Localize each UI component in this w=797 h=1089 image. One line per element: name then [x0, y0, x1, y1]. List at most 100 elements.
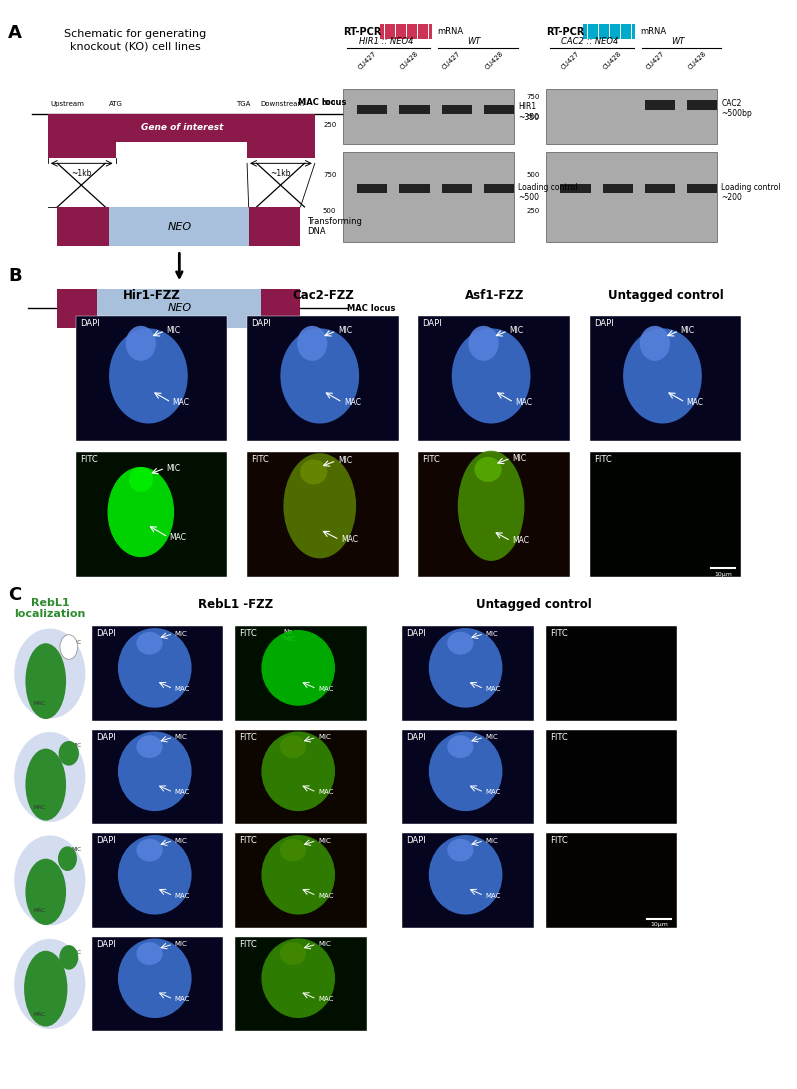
Text: B: B [8, 267, 22, 285]
Text: RebL1
localization: RebL1 localization [14, 598, 85, 620]
Text: FITC: FITC [550, 836, 567, 845]
FancyBboxPatch shape [546, 833, 677, 928]
Text: MIC: MIC [485, 734, 498, 741]
Text: MAC: MAC [318, 996, 333, 1002]
Text: MIC: MIC [175, 734, 187, 741]
Text: MAC: MAC [485, 790, 501, 795]
Ellipse shape [261, 835, 335, 915]
Text: A: A [8, 24, 22, 42]
Text: CU428: CU428 [603, 50, 623, 71]
Text: MAC: MAC [175, 686, 190, 692]
Text: MAC locus: MAC locus [298, 98, 347, 107]
Text: MIC: MIC [681, 327, 695, 335]
Ellipse shape [474, 457, 502, 482]
Text: MAC: MAC [33, 1012, 45, 1017]
FancyBboxPatch shape [590, 316, 741, 441]
Text: Transforming
DNA: Transforming DNA [307, 217, 362, 236]
Text: MAC locus: MAC locus [347, 304, 395, 313]
Text: 750: 750 [323, 172, 336, 178]
Text: MIC: MIC [338, 456, 352, 465]
FancyBboxPatch shape [546, 626, 677, 721]
Ellipse shape [447, 735, 473, 758]
Text: FITC: FITC [239, 836, 257, 845]
Ellipse shape [60, 635, 77, 659]
Ellipse shape [118, 732, 191, 811]
FancyBboxPatch shape [418, 452, 570, 577]
FancyBboxPatch shape [583, 24, 635, 39]
FancyBboxPatch shape [418, 316, 570, 441]
Text: 500: 500 [526, 113, 540, 120]
Text: 250: 250 [526, 208, 540, 213]
Text: RebL1 -FZZ: RebL1 -FZZ [198, 598, 273, 611]
Text: CU428: CU428 [687, 50, 708, 71]
Text: MAC: MAC [485, 893, 501, 898]
Text: MAC: MAC [33, 805, 45, 810]
Text: Cac2-FZZ: Cac2-FZZ [292, 289, 354, 302]
FancyBboxPatch shape [247, 114, 315, 158]
FancyBboxPatch shape [109, 207, 249, 246]
Text: CU427: CU427 [442, 50, 462, 71]
Text: DAPI: DAPI [96, 733, 116, 742]
Ellipse shape [280, 942, 306, 965]
Text: MAC: MAC [175, 996, 190, 1002]
Text: DAPI: DAPI [406, 733, 426, 742]
Ellipse shape [118, 939, 191, 1018]
FancyBboxPatch shape [687, 184, 717, 193]
Text: MIC: MIC [509, 327, 524, 335]
Text: MIC: MIC [175, 631, 187, 637]
Ellipse shape [429, 732, 502, 811]
FancyBboxPatch shape [484, 106, 514, 114]
FancyBboxPatch shape [560, 184, 591, 193]
FancyBboxPatch shape [380, 24, 432, 39]
Ellipse shape [129, 467, 153, 492]
Text: DAPI: DAPI [406, 629, 426, 638]
Text: ATG: ATG [108, 100, 123, 107]
Text: WT: WT [468, 37, 481, 46]
Text: MIC: MIC [485, 837, 498, 844]
Text: MIC: MIC [72, 846, 81, 852]
Text: 750: 750 [526, 95, 540, 100]
FancyBboxPatch shape [645, 100, 675, 110]
Text: MIC: MIC [318, 941, 331, 947]
Text: FITC: FITC [550, 629, 567, 638]
Text: MIC: MIC [72, 950, 81, 955]
FancyBboxPatch shape [402, 833, 534, 928]
Text: DAPI: DAPI [96, 940, 116, 949]
Ellipse shape [284, 453, 356, 559]
Text: mRNA: mRNA [437, 27, 463, 36]
Text: CU427: CU427 [645, 50, 665, 71]
Text: TGA: TGA [236, 100, 250, 107]
Ellipse shape [136, 632, 163, 654]
Text: MIC: MIC [485, 631, 498, 637]
Text: RT-PCR: RT-PCR [546, 27, 584, 37]
Text: Upstream: Upstream [51, 100, 84, 107]
FancyBboxPatch shape [235, 626, 367, 721]
Text: MAC: MAC [344, 397, 361, 406]
FancyBboxPatch shape [92, 730, 223, 824]
Text: 500: 500 [526, 172, 540, 178]
Text: DAPI: DAPI [422, 319, 442, 328]
Ellipse shape [447, 632, 473, 654]
Ellipse shape [447, 839, 473, 861]
FancyBboxPatch shape [546, 89, 717, 144]
FancyBboxPatch shape [92, 626, 223, 721]
Text: 500: 500 [323, 208, 336, 213]
Text: CAC2 :: NEO4: CAC2 :: NEO4 [561, 37, 618, 46]
FancyBboxPatch shape [442, 106, 472, 114]
Text: MAC: MAC [33, 701, 45, 707]
Text: Gene of interest: Gene of interest [140, 123, 223, 132]
FancyBboxPatch shape [343, 89, 514, 144]
FancyBboxPatch shape [92, 937, 223, 1031]
Text: ~1kb: ~1kb [270, 169, 291, 178]
FancyBboxPatch shape [48, 114, 116, 158]
Ellipse shape [59, 945, 78, 969]
Text: MIC: MIC [338, 327, 352, 335]
Ellipse shape [108, 467, 174, 558]
Ellipse shape [469, 326, 499, 360]
Text: Untagged control: Untagged control [476, 598, 592, 611]
FancyBboxPatch shape [399, 184, 430, 193]
Ellipse shape [280, 735, 306, 758]
Text: MIC: MIC [167, 464, 181, 473]
Text: MAC: MAC [341, 535, 358, 544]
Text: MIC: MIC [318, 734, 331, 741]
